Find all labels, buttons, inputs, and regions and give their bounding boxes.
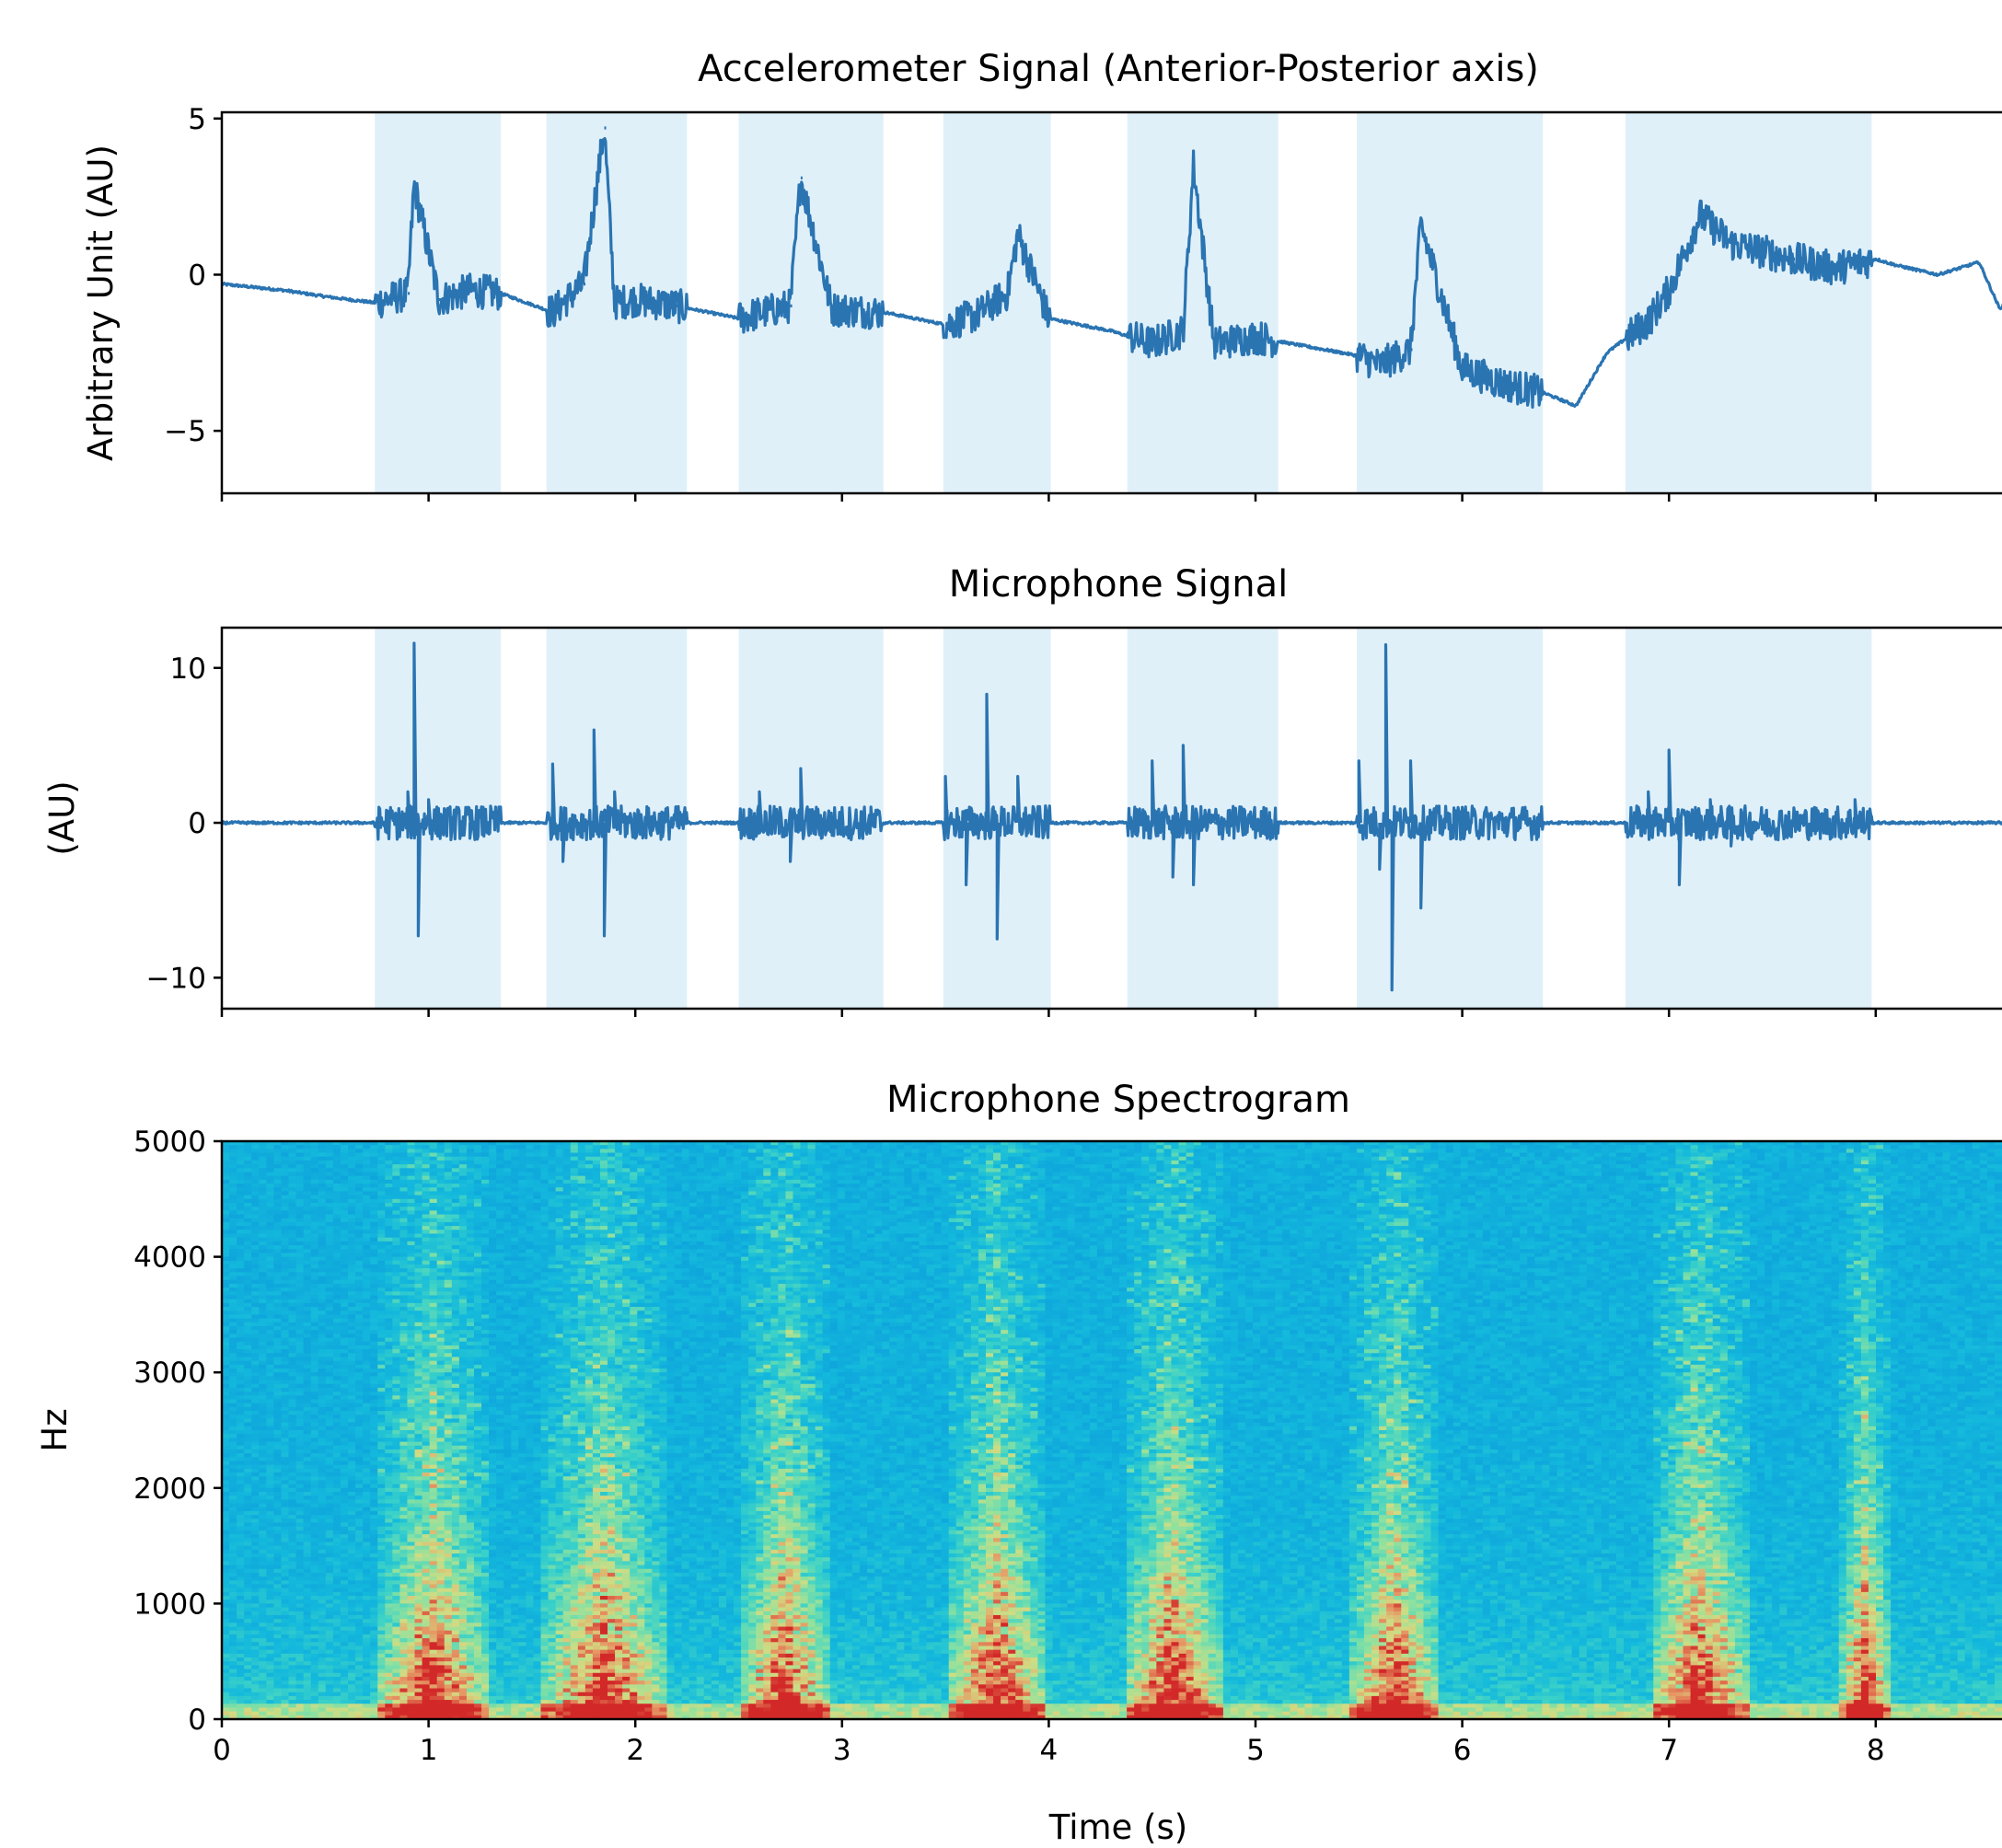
chart-title: Microphone Signal (949, 563, 1288, 606)
x-ticks: 0123456789 (213, 1719, 1885, 1767)
y-tick-label: 0 (188, 807, 206, 840)
microphone-panel: 10 0 −10 Microphone Signal (AU) (42, 563, 2002, 1017)
y-ticks: 10 0 −10 (146, 653, 222, 995)
plot-frame (220, 1139, 2002, 1721)
chart-title: Accelerometer Signal (Anterior-Posterior… (698, 48, 1539, 90)
x-axis-label: Time (s) (1048, 1808, 1187, 1847)
x-tick-label: 7 (1660, 1734, 1678, 1767)
plot-frame (220, 110, 2002, 495)
y-tick-label: −10 (146, 962, 206, 995)
signal-line (222, 641, 2002, 992)
y-tick-label: 3000 (133, 1357, 206, 1390)
y-tick-label: 5000 (133, 1126, 206, 1159)
y-tick-label: 1000 (133, 1588, 206, 1621)
y-tick-label: 2000 (133, 1473, 206, 1506)
y-axis-label: Hz (35, 1408, 75, 1451)
x-tick-label: 2 (626, 1734, 644, 1767)
accelerometer-panel: 5 0 −5 Accelerometer Signal (Anterior-Post… (81, 48, 2002, 502)
y-tick-label: 4000 (133, 1242, 206, 1275)
x-ticks (220, 1009, 1878, 1017)
y-ticks: 5000 4000 3000 2000 1000 0 (133, 1126, 222, 1737)
plot-frame (220, 626, 2002, 1011)
y-tick-label: 5 (188, 103, 206, 136)
y-ticks: 5 0 −5 (164, 103, 222, 448)
shaded-intervals (375, 112, 1872, 493)
shaded-interval (1357, 112, 1544, 493)
signal-line-path (222, 641, 2002, 992)
y-axis-label: (AU) (42, 780, 82, 855)
x-tick-label: 8 (1867, 1734, 1885, 1767)
x-tick-label: 0 (213, 1734, 231, 1767)
x-tick-label: 5 (1246, 1734, 1265, 1767)
chart-title: Microphone Spectrogram (886, 1079, 1350, 1121)
y-axis-label: Arbitrary Unit (AU) (81, 144, 121, 461)
y-tick-label: 0 (188, 1704, 206, 1737)
y-tick-label: −5 (164, 415, 206, 448)
spectrogram-heatmap (222, 1141, 2002, 1719)
x-ticks (220, 493, 1878, 502)
x-tick-label: 1 (420, 1734, 438, 1767)
x-tick-label: 4 (1040, 1734, 1059, 1767)
signal-line-path (222, 126, 2002, 410)
y-tick-label: 10 (170, 653, 206, 686)
shaded-interval (1127, 112, 1279, 493)
y-tick-label: 0 (188, 259, 206, 292)
signal-line (222, 126, 2002, 410)
x-tick-label: 3 (833, 1734, 851, 1767)
x-tick-label: 6 (1453, 1734, 1472, 1767)
